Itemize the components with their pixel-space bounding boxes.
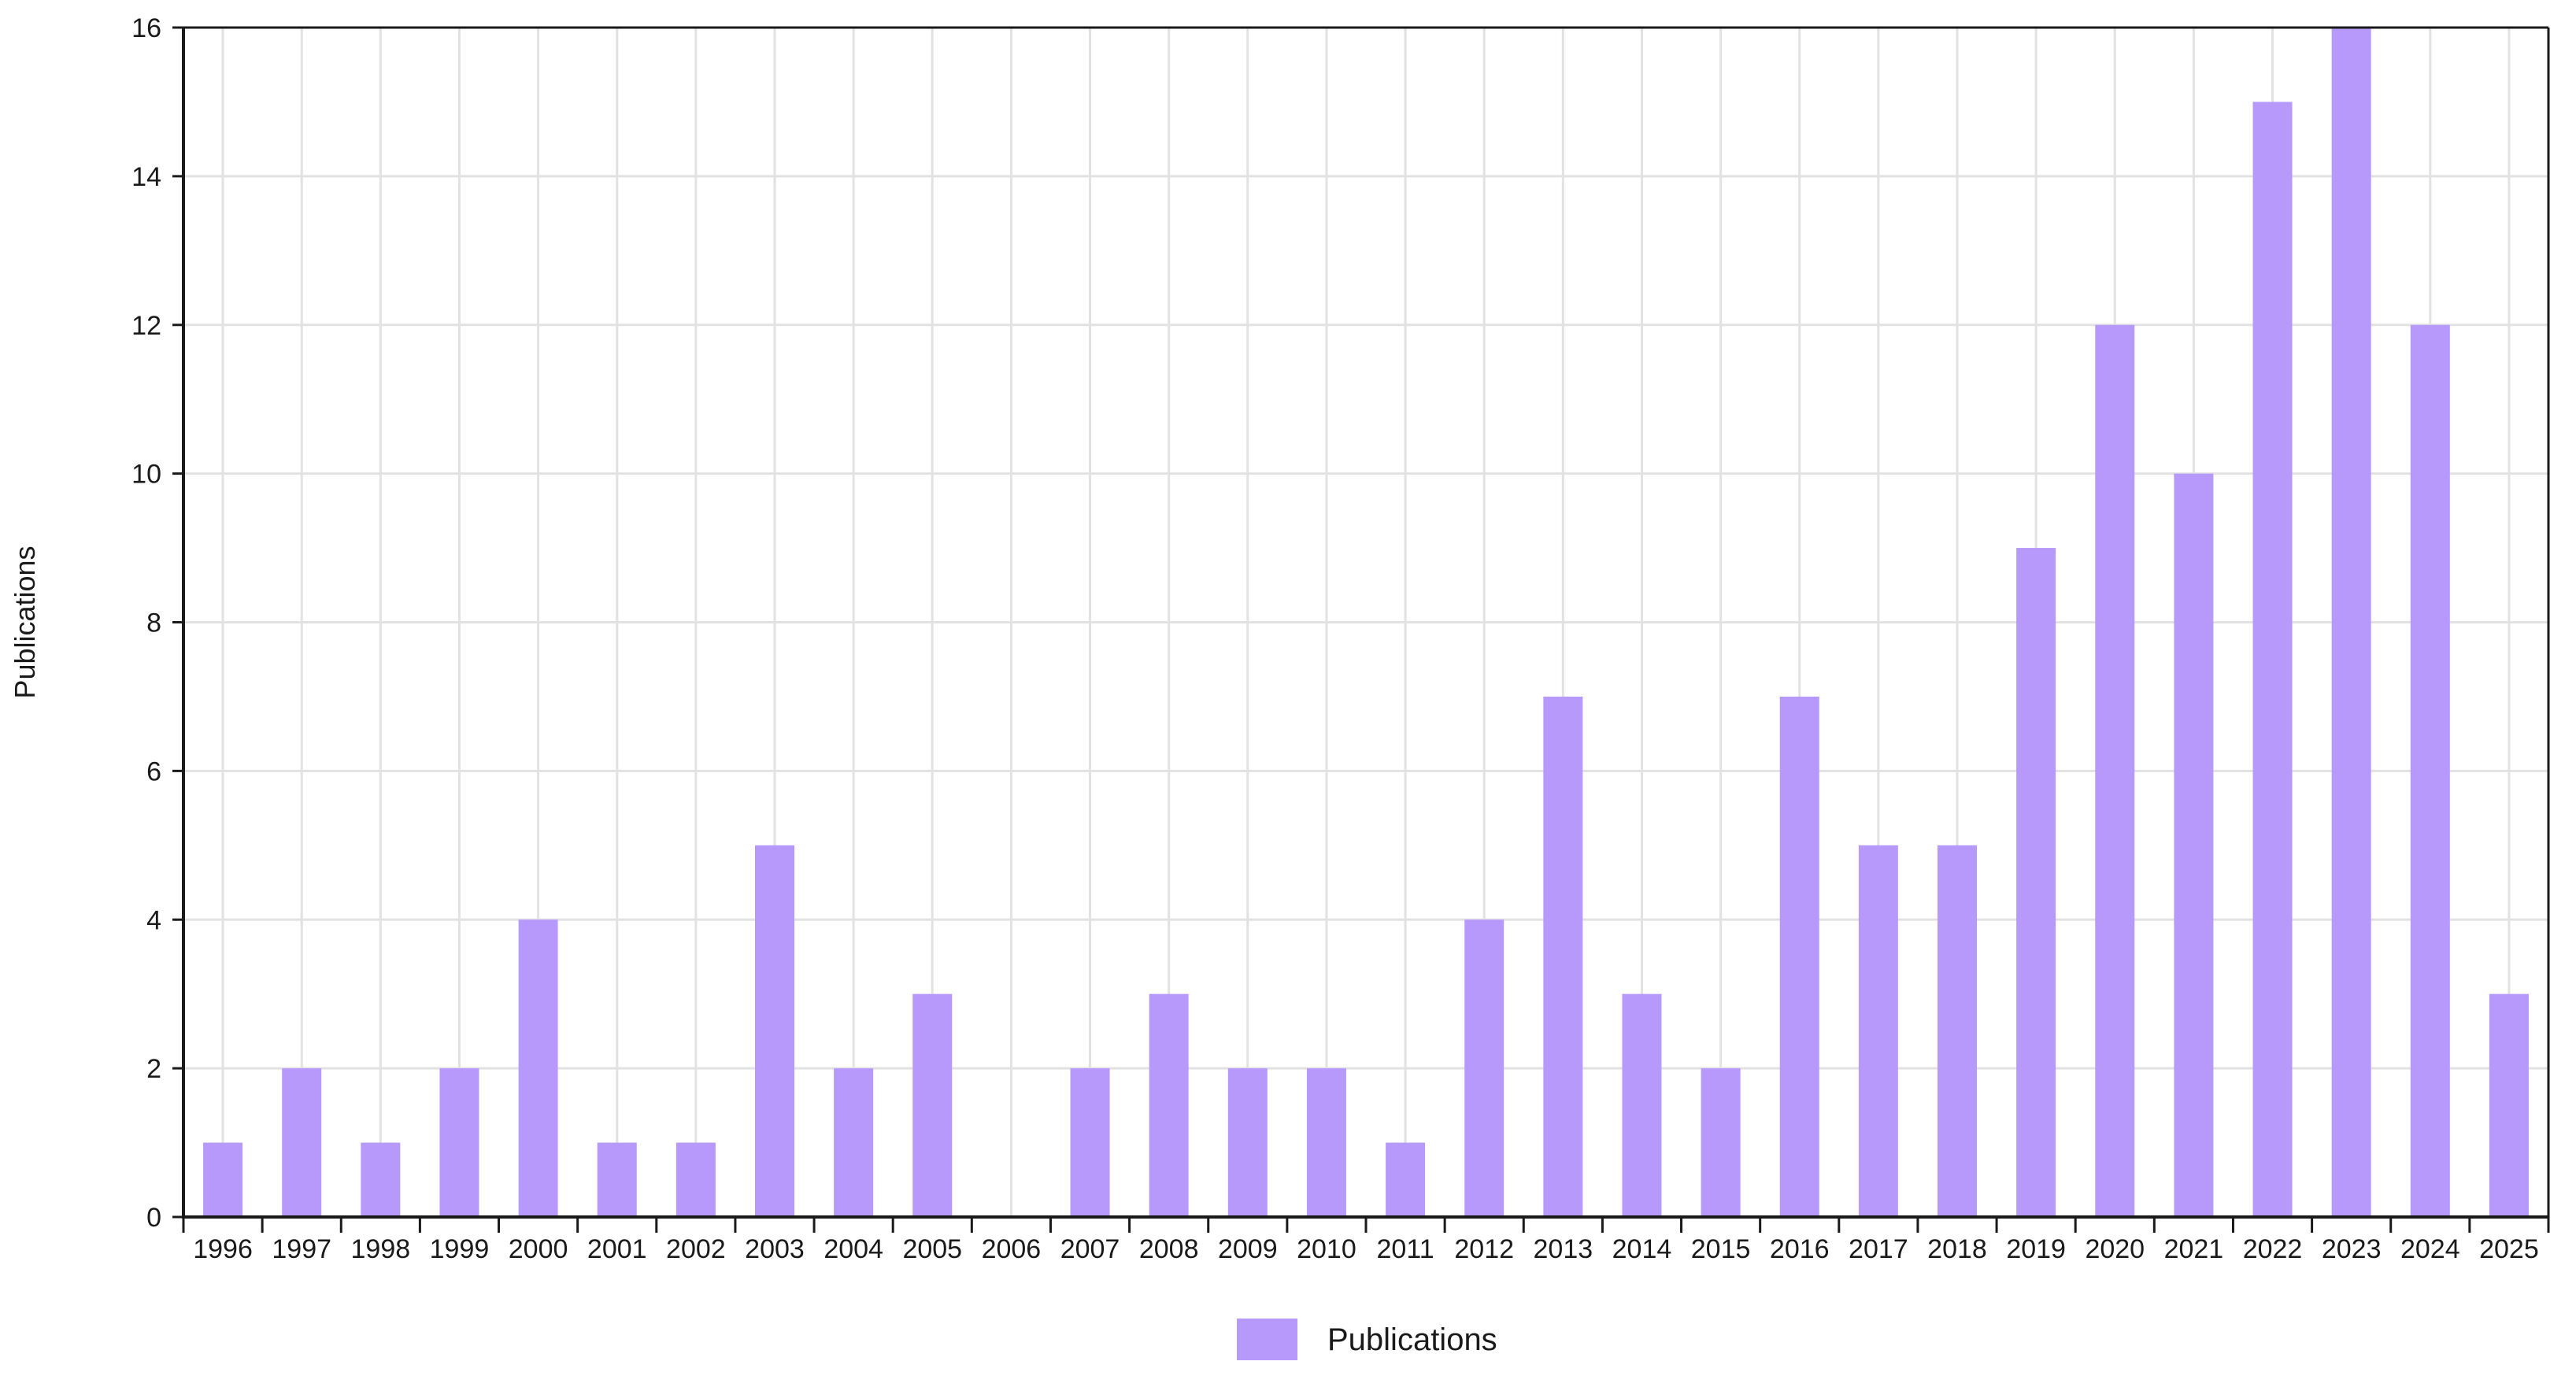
x-tick-label: 2000 — [509, 1234, 568, 1264]
y-tick-label: 14 — [131, 162, 161, 192]
y-tick-label: 6 — [146, 756, 161, 786]
x-tick-label: 2012 — [1454, 1234, 1514, 1264]
bar-2008[interactable] — [1149, 993, 1189, 1217]
bar-2000[interactable] — [518, 919, 558, 1217]
x-tick-label: 2001 — [587, 1234, 647, 1264]
bar-2007[interactable] — [1070, 1068, 1110, 1217]
bar-2023[interactable] — [2331, 28, 2371, 1217]
x-tick-label: 2006 — [982, 1234, 1042, 1264]
legend-swatch — [1237, 1319, 1297, 1360]
x-tick-label: 2004 — [824, 1234, 883, 1264]
bar-1998[interactable] — [361, 1142, 401, 1217]
legend[interactable]: Publications — [1237, 1319, 1497, 1360]
bar-2025[interactable] — [2489, 993, 2529, 1217]
bar-2019[interactable] — [2016, 548, 2056, 1217]
bars-layer — [203, 28, 2529, 1217]
bar-2010[interactable] — [1306, 1068, 1346, 1217]
y-tick-label: 0 — [146, 1203, 161, 1233]
x-tick-label: 2009 — [1218, 1234, 1278, 1264]
x-tick-label: 2003 — [745, 1234, 805, 1264]
bar-2021[interactable] — [2174, 473, 2214, 1217]
x-tick-label: 2024 — [2400, 1234, 2460, 1264]
bar-2001[interactable] — [597, 1142, 637, 1217]
x-tick-label: 2013 — [1534, 1234, 1593, 1264]
bar-2014[interactable] — [1622, 993, 1662, 1217]
y-tick-label: 8 — [146, 608, 161, 638]
x-tick-label: 2015 — [1691, 1234, 1751, 1264]
bar-2012[interactable] — [1464, 919, 1505, 1217]
bar-2015[interactable] — [1701, 1068, 1741, 1217]
bar-2003[interactable] — [755, 845, 794, 1217]
x-tick-label: 2018 — [1927, 1234, 1987, 1264]
bar-2013[interactable] — [1543, 696, 1583, 1217]
x-tick-label: 2017 — [1849, 1234, 1908, 1264]
x-tick-label: 1996 — [193, 1234, 253, 1264]
x-tick-label: 2025 — [2479, 1234, 2539, 1264]
x-tick-label: 2019 — [2006, 1234, 2066, 1264]
x-tick-label: 1999 — [430, 1234, 490, 1264]
x-tick-label: 2020 — [2085, 1234, 2145, 1264]
x-tick-label: 2016 — [1770, 1234, 1830, 1264]
x-tick-label: 2010 — [1297, 1234, 1356, 1264]
y-tick-labels: 0 2 4 6 8 10 12 14 16 — [131, 13, 183, 1233]
bar-1996[interactable] — [203, 1142, 243, 1217]
bar-2005[interactable] — [912, 993, 953, 1217]
y-tick-label: 2 — [146, 1054, 161, 1084]
bar-2004[interactable] — [834, 1068, 874, 1217]
x-tick-label: 2021 — [2164, 1234, 2224, 1264]
x-tick-labels: 1996 1997 1998 1999 2000 2001 2002 2003 2004 2005… — [182, 1217, 2550, 1264]
x-tick-label: 1998 — [351, 1234, 411, 1264]
y-tick-label: 16 — [131, 13, 161, 43]
y-tick-label: 10 — [131, 460, 161, 490]
x-tick-label: 2005 — [902, 1234, 962, 1264]
bar-2017[interactable] — [1858, 845, 1898, 1217]
y-tick-label: 4 — [146, 905, 161, 935]
y-axis-title: Publications — [9, 546, 41, 698]
bar-2018[interactable] — [1938, 845, 1977, 1217]
x-tick-label: 2002 — [666, 1234, 726, 1264]
y-tick-label: 12 — [131, 311, 161, 341]
bar-2002[interactable] — [675, 1142, 716, 1217]
bar-1999[interactable] — [439, 1068, 479, 1217]
legend-label: Publications — [1327, 1322, 1497, 1357]
bar-2009[interactable] — [1227, 1068, 1268, 1217]
bar-2011[interactable] — [1386, 1142, 1426, 1217]
x-tick-label: 2007 — [1060, 1234, 1120, 1264]
x-tick-label: 2023 — [2322, 1234, 2382, 1264]
bar-2024[interactable] — [2410, 324, 2450, 1217]
bar-1997[interactable] — [282, 1068, 322, 1217]
bar-2016[interactable] — [1779, 696, 1819, 1217]
x-tick-label: 2022 — [2243, 1234, 2303, 1264]
bar-2020[interactable] — [2095, 324, 2135, 1217]
x-tick-label: 1997 — [272, 1234, 331, 1264]
bar-2022[interactable] — [2252, 102, 2293, 1217]
x-tick-label: 2011 — [1377, 1234, 1434, 1264]
x-tick-label: 2014 — [1612, 1234, 1672, 1264]
x-tick-label: 2008 — [1139, 1234, 1199, 1264]
